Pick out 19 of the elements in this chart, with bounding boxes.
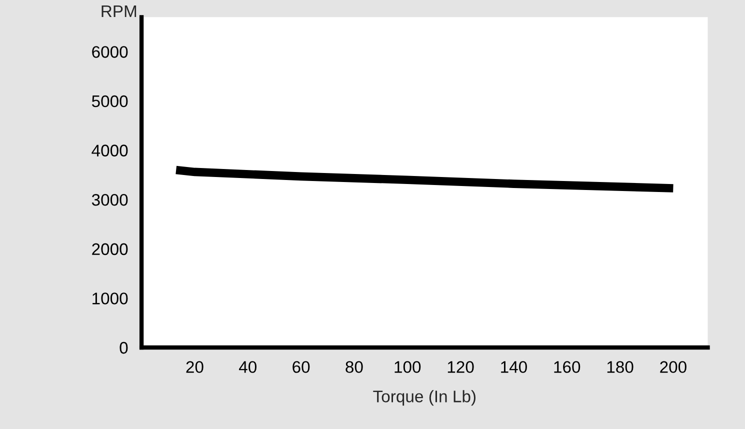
x-tick-label: 200	[660, 361, 686, 373]
x-tick-label: 160	[554, 361, 580, 373]
y-tick-label: 2000	[92, 243, 128, 256]
x-tick-label: 100	[394, 361, 421, 373]
y-tick-label: 3000	[92, 194, 128, 206]
x-tick-label: 80	[346, 361, 363, 373]
x-tick-label: 60	[292, 361, 310, 373]
y-tick-label: 1000	[92, 292, 128, 304]
x-tick-label: 140	[501, 361, 527, 373]
y-tick-label: 5000	[92, 95, 128, 108]
y-tick-label: 6000	[92, 46, 128, 58]
x-axis-title: Torque (In Lb)	[373, 390, 476, 406]
x-tick-label: 20	[186, 361, 204, 373]
y-tick-label: 0	[120, 342, 128, 354]
x-tick-label: 40	[238, 361, 256, 373]
x-tick-label: 120	[448, 361, 474, 373]
y-tick-label: 4000	[92, 144, 128, 156]
y-axis-title: RPM	[102, 6, 136, 18]
x-tick-label: 180	[607, 361, 634, 373]
